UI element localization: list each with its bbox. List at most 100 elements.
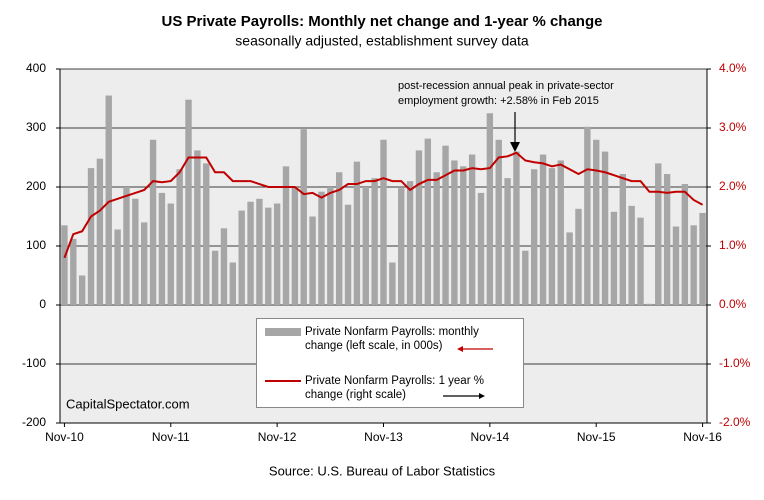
bar bbox=[78, 275, 86, 305]
bar bbox=[646, 303, 653, 305]
bar bbox=[442, 145, 449, 305]
bar bbox=[477, 192, 485, 305]
bar bbox=[575, 208, 582, 305]
x-tick-label: Nov-10 bbox=[45, 430, 84, 444]
y2-tick-label: 3.0% bbox=[719, 120, 747, 134]
bar bbox=[185, 99, 192, 306]
y2-tick-label: -1.0% bbox=[719, 356, 751, 370]
x-tick-label: Nov-15 bbox=[577, 430, 616, 444]
bar bbox=[158, 192, 166, 305]
legend-label: Private Nonfarm Payrolls: 1 year % chang… bbox=[305, 375, 484, 401]
bar bbox=[628, 205, 635, 305]
bar bbox=[548, 168, 556, 305]
bar bbox=[380, 139, 387, 305]
bar bbox=[353, 161, 361, 305]
bar bbox=[176, 169, 183, 305]
legend-arrowhead bbox=[457, 346, 463, 352]
bar bbox=[265, 207, 272, 305]
source: Source: U.S. Bureau of Labor Statistics bbox=[269, 463, 496, 478]
bar bbox=[229, 262, 237, 305]
bar bbox=[486, 113, 494, 305]
legend-label: Private Nonfarm Payrolls: monthly change… bbox=[305, 326, 479, 352]
bar bbox=[220, 228, 228, 305]
bar bbox=[362, 187, 369, 305]
bar bbox=[132, 198, 139, 305]
bar bbox=[593, 139, 600, 305]
bar bbox=[699, 212, 706, 305]
bar bbox=[468, 154, 476, 305]
bar bbox=[291, 187, 299, 305]
bar bbox=[327, 187, 334, 305]
bar bbox=[141, 222, 148, 305]
bar bbox=[247, 201, 254, 305]
bar bbox=[601, 151, 609, 305]
y-tick-label: 100 bbox=[26, 238, 46, 252]
x-tick-label: Nov-11 bbox=[152, 430, 190, 444]
x-tick-label: Nov-12 bbox=[258, 430, 297, 444]
bar bbox=[105, 95, 112, 305]
legend-symbols bbox=[265, 328, 493, 399]
bar bbox=[681, 184, 689, 305]
bar bbox=[530, 169, 538, 305]
bar bbox=[557, 160, 564, 305]
y2-tick-label: 2.0% bbox=[719, 179, 747, 193]
bar bbox=[194, 150, 201, 305]
bar bbox=[256, 198, 263, 305]
bar bbox=[433, 172, 440, 305]
chart-subtitle: seasonally adjusted, establishment surve… bbox=[235, 33, 529, 49]
annotation-arrowhead bbox=[510, 142, 520, 152]
bar bbox=[539, 154, 547, 305]
bar bbox=[610, 211, 618, 305]
bar bbox=[584, 126, 591, 305]
bar bbox=[398, 188, 405, 305]
bar bbox=[513, 151, 520, 305]
bar bbox=[203, 163, 210, 305]
bar bbox=[167, 203, 174, 305]
bar bbox=[504, 178, 511, 305]
y-tick-label: -100 bbox=[22, 356, 46, 370]
bar bbox=[238, 210, 245, 305]
legend-arrowhead bbox=[479, 393, 485, 399]
bar bbox=[149, 139, 157, 305]
bar bbox=[273, 203, 281, 305]
bar bbox=[309, 216, 316, 305]
y-tick-label: 400 bbox=[26, 61, 46, 75]
bar bbox=[619, 174, 626, 305]
bar bbox=[389, 262, 396, 305]
bar bbox=[344, 204, 352, 305]
legend-swatch bbox=[265, 328, 301, 336]
y2-tick-label: 1.0% bbox=[719, 238, 747, 252]
bar bbox=[87, 168, 95, 305]
bar bbox=[424, 138, 432, 305]
bar bbox=[637, 217, 644, 305]
y-tick-label: 0 bbox=[39, 297, 46, 311]
bar bbox=[300, 129, 307, 305]
bar bbox=[335, 172, 343, 305]
bar bbox=[96, 158, 104, 305]
watermark: CapitalSpectator.com bbox=[66, 396, 190, 411]
bar bbox=[655, 163, 662, 305]
annotation: post-recession annual peak in private-se… bbox=[398, 80, 614, 107]
bar bbox=[406, 181, 414, 305]
bar bbox=[522, 250, 529, 305]
bar bbox=[663, 174, 671, 305]
y-tick-label: -200 bbox=[22, 415, 46, 429]
y-tick-label: 300 bbox=[26, 120, 46, 134]
bar bbox=[415, 150, 423, 305]
bar bbox=[114, 229, 121, 305]
bar bbox=[61, 225, 68, 305]
bar bbox=[672, 226, 680, 305]
bar bbox=[690, 225, 697, 305]
x-tick-label: Nov-16 bbox=[683, 430, 722, 444]
bar bbox=[70, 238, 77, 305]
y2-tick-label: 0.0% bbox=[719, 297, 747, 311]
x-tick-label: Nov-13 bbox=[364, 430, 403, 444]
bar bbox=[318, 191, 325, 305]
bar bbox=[211, 250, 219, 305]
y2-tick-label: 4.0% bbox=[719, 61, 747, 75]
chart-title: US Private Payrolls: Monthly net change … bbox=[162, 13, 603, 30]
bar bbox=[451, 160, 458, 305]
bar bbox=[282, 166, 290, 305]
